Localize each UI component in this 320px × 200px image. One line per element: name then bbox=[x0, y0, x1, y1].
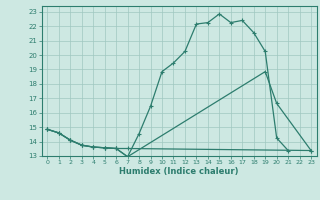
X-axis label: Humidex (Indice chaleur): Humidex (Indice chaleur) bbox=[119, 167, 239, 176]
